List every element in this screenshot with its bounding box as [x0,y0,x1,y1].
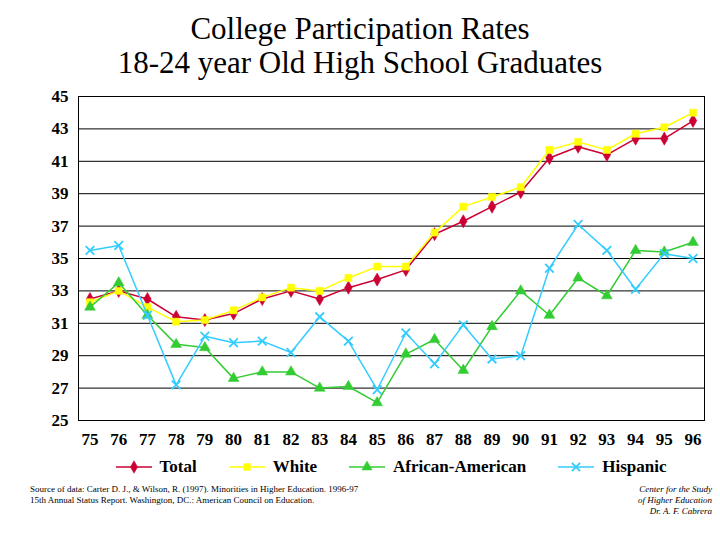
html-text:18-24 year Old High School Gra: 18-24 year Old High School Graduates [117,45,603,80]
svg-text:78: 78 [168,430,185,449]
svg-text:27: 27 [52,379,70,398]
html-text:Center for the Study: Center for the Study [639,484,712,494]
html-text:Dr. A. F. Cabrera: Dr. A. F. Cabrera [649,506,712,516]
html-text:Source of data: Carter D. J.,: Source of data: Carter D. J., & Wilson, … [30,484,359,494]
svg-text:41: 41 [52,152,69,171]
svg-text:29: 29 [52,346,69,365]
html-text:of Higher Education: of Higher Education [638,495,712,505]
svg-text:88: 88 [455,430,472,449]
svg-text:96: 96 [685,430,702,449]
svg-text:89: 89 [484,430,501,449]
svg-text:80: 80 [225,430,242,449]
svg-text:33: 33 [52,281,69,300]
svg-text:25: 25 [52,411,69,430]
svg-text:39: 39 [52,184,69,203]
svg-text:95: 95 [656,430,673,449]
svg-text:43: 43 [52,119,69,138]
svg-text:87: 87 [426,430,444,449]
svg-text:94: 94 [627,430,645,449]
svg-text:92: 92 [570,430,587,449]
svg-text:83: 83 [311,430,328,449]
svg-text:91: 91 [541,430,558,449]
html-text:White: White [272,457,318,476]
svg-text:79: 79 [196,430,213,449]
html-text:African-American: African-American [393,457,527,476]
svg-text:77: 77 [139,430,157,449]
svg-text:75: 75 [81,430,98,449]
svg-text:35: 35 [52,249,69,268]
html-text:15th Annual Status Report. Was: 15th Annual Status Report. Washington, D… [30,495,315,505]
html-text:Total: Total [159,457,197,476]
svg-text:31: 31 [52,314,69,333]
svg-text:82: 82 [282,430,299,449]
svg-text:93: 93 [598,430,615,449]
svg-text:37: 37 [52,217,70,236]
svg-text:84: 84 [340,430,358,449]
svg-text:86: 86 [397,430,414,449]
svg-text:76: 76 [110,430,127,449]
svg-text:81: 81 [254,430,271,449]
html-text:College Participation Rates: College Participation Rates [190,11,530,46]
svg-text:85: 85 [369,430,386,449]
html-text:Hispanic: Hispanic [602,457,667,476]
svg-text:90: 90 [512,430,529,449]
svg-text:45: 45 [52,87,69,106]
